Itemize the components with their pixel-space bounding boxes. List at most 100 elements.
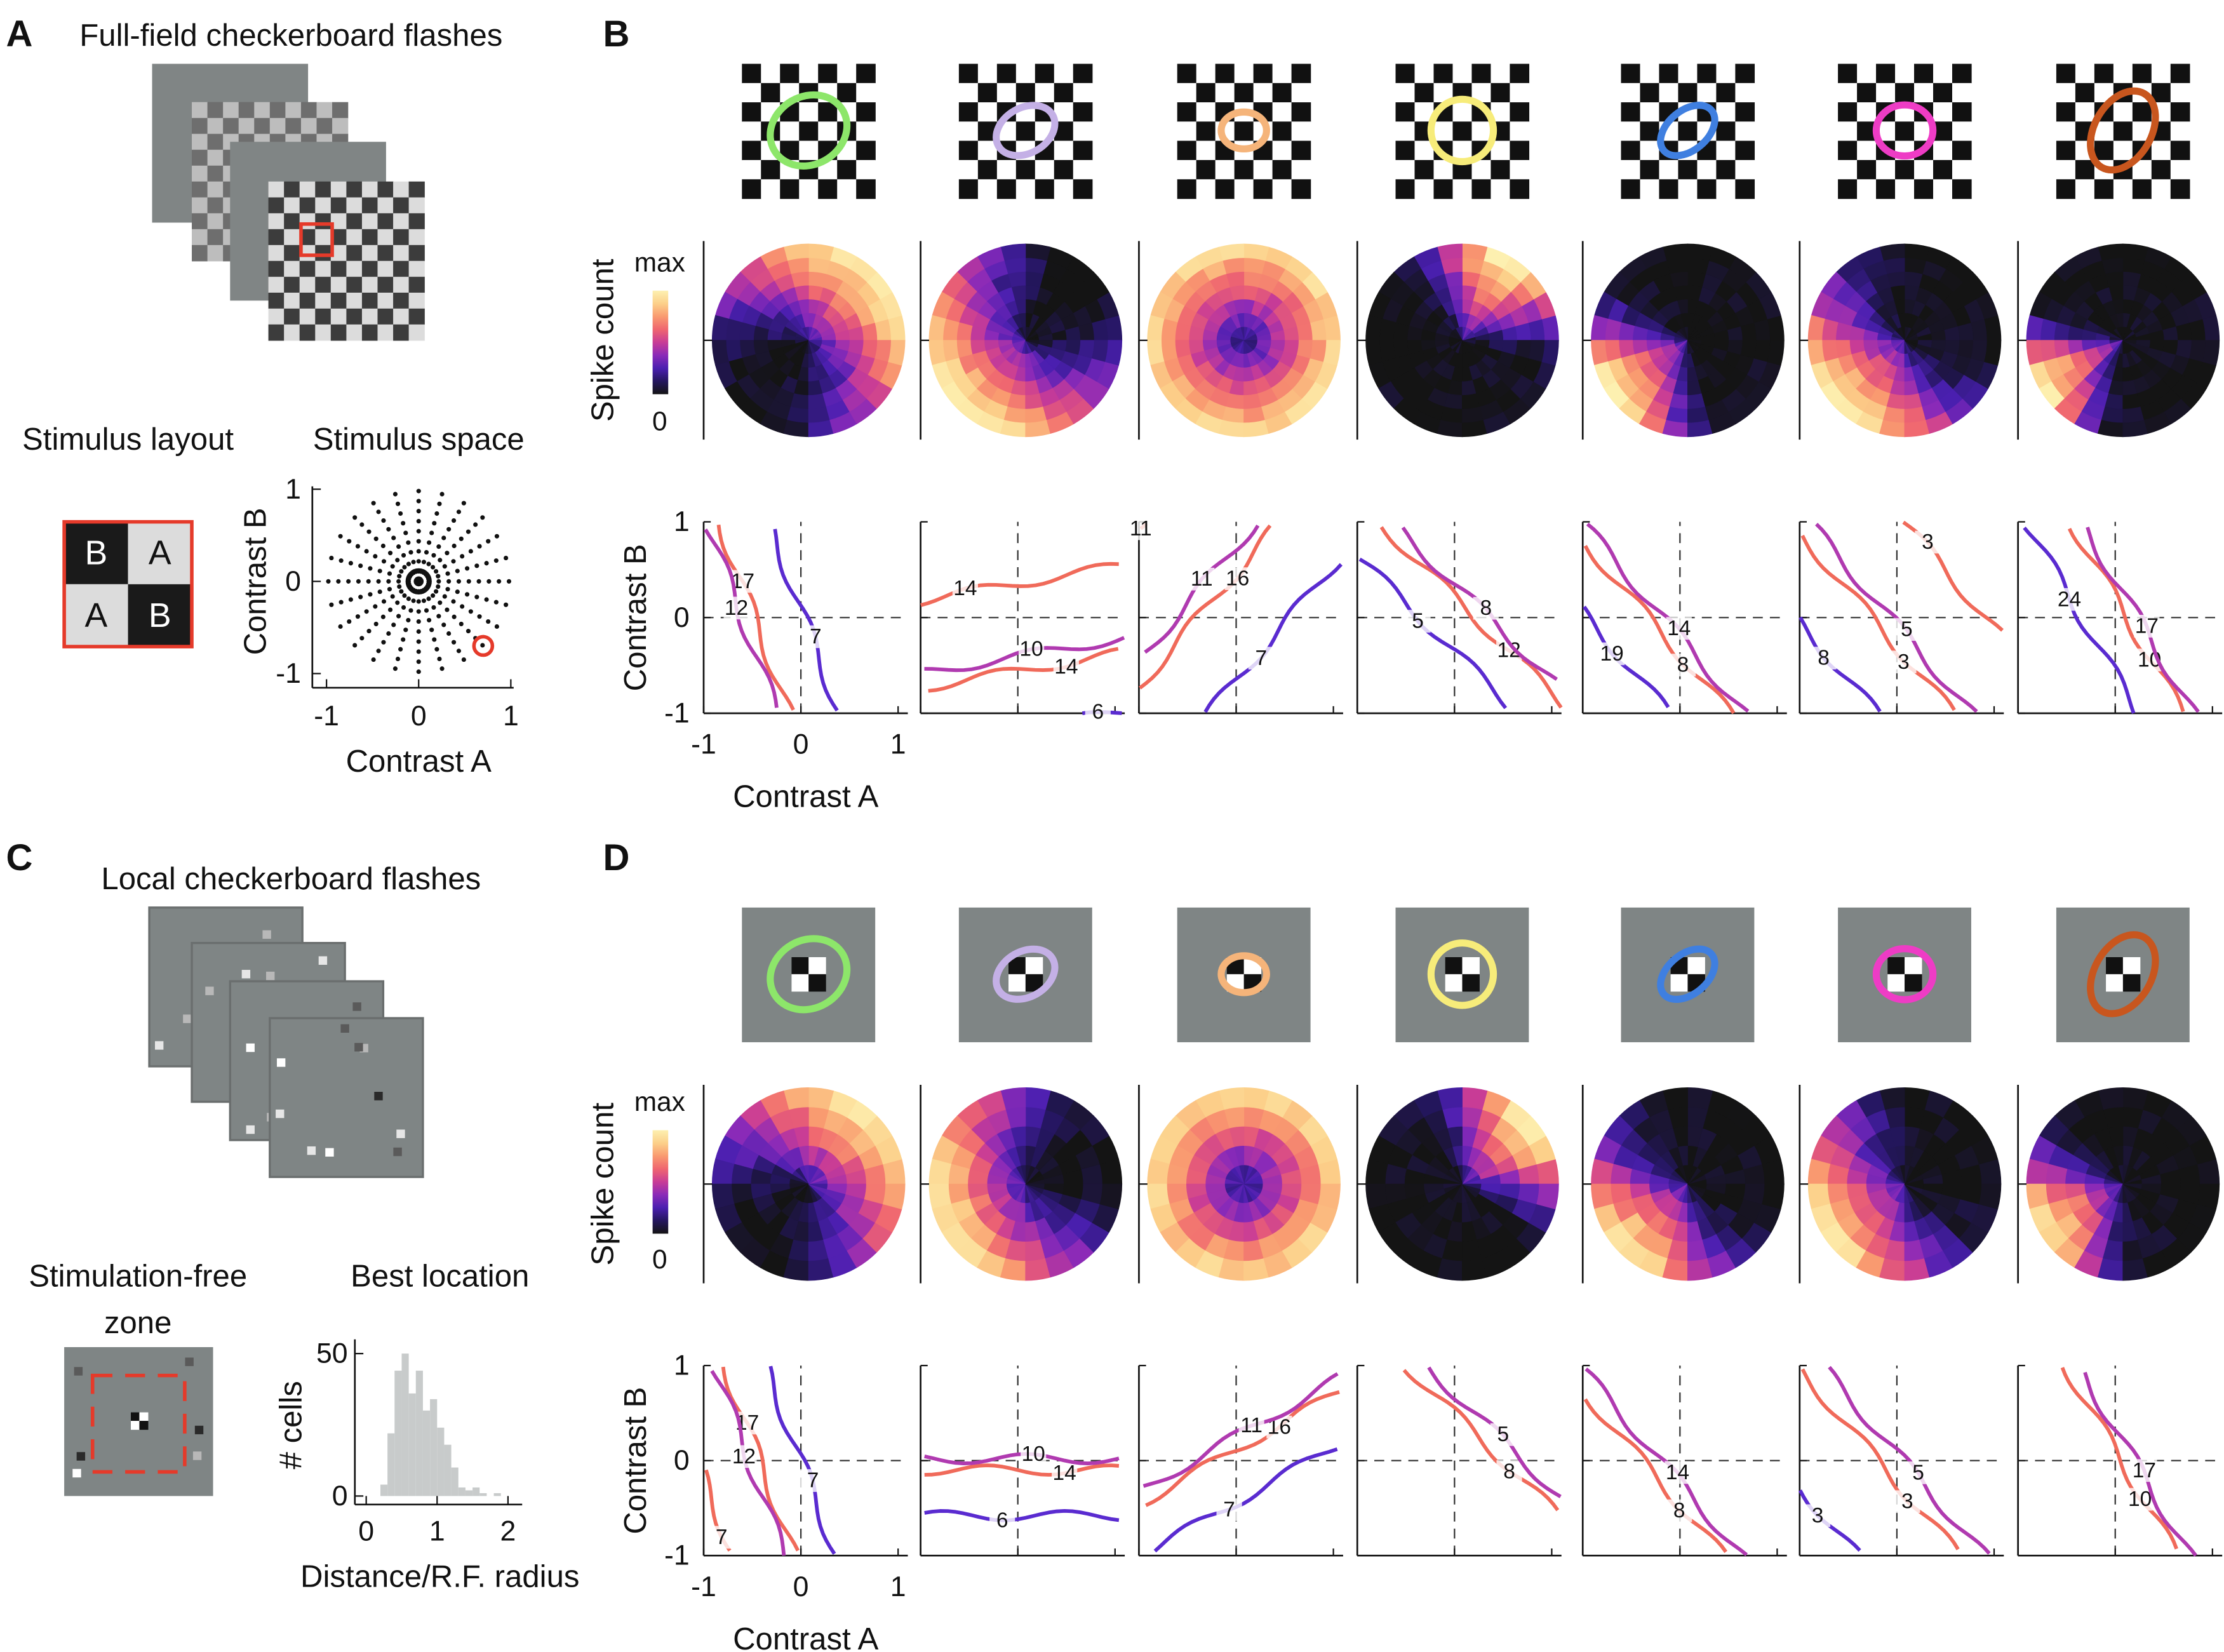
contour-label: 14 bbox=[1053, 1461, 1076, 1485]
stimulus-dot bbox=[390, 594, 395, 599]
heatmap-cell bbox=[2053, 322, 2070, 341]
checker-square bbox=[1015, 121, 1036, 142]
stimulus-dot bbox=[451, 599, 456, 604]
stimulus-dot bbox=[376, 579, 381, 584]
receptive-field bbox=[1427, 95, 1497, 166]
contour-label: 10 bbox=[1022, 1442, 1045, 1466]
contour-label: 8 bbox=[1480, 596, 1492, 620]
checker-square bbox=[1640, 64, 1660, 84]
panel-label: D bbox=[603, 837, 629, 878]
heatmap-cell bbox=[1003, 406, 1026, 424]
heatmap-cell bbox=[1243, 257, 1266, 274]
checker-square bbox=[1196, 140, 1216, 161]
checker-square bbox=[1253, 179, 1273, 199]
checker-square bbox=[958, 159, 979, 180]
stimulus-pixel bbox=[396, 1129, 405, 1138]
checker-square bbox=[996, 159, 1017, 180]
contour-label-bg bbox=[731, 1445, 757, 1468]
checker-square bbox=[377, 292, 394, 309]
stimulus-dot bbox=[366, 629, 372, 634]
checker-square bbox=[1073, 140, 1093, 161]
stimulus-pixel bbox=[374, 1092, 383, 1101]
checker-square bbox=[207, 245, 224, 262]
checker-square bbox=[2132, 102, 2152, 123]
histogram-bar bbox=[444, 1444, 452, 1496]
histogram-bar bbox=[458, 1487, 466, 1496]
checker-square bbox=[1640, 121, 1660, 142]
contour-label: 6 bbox=[1092, 700, 1104, 723]
heatmap-cell bbox=[1666, 406, 1688, 424]
heatmap-cell bbox=[2101, 406, 2124, 424]
y-tick-label: -1 bbox=[664, 698, 690, 729]
stimulus-dot bbox=[391, 535, 396, 541]
stimulus-dot bbox=[392, 492, 398, 497]
checker-square bbox=[2075, 83, 2095, 103]
heatmap-cell bbox=[1879, 419, 1905, 438]
checker-square bbox=[1445, 957, 1463, 975]
heatmap-cell bbox=[888, 340, 906, 366]
contour-line bbox=[2060, 1367, 2178, 1550]
layout-cell bbox=[128, 521, 192, 584]
checker-square bbox=[977, 159, 998, 180]
checker-square bbox=[192, 149, 208, 166]
checker-square bbox=[1678, 179, 1698, 199]
checker-square bbox=[1876, 159, 1896, 180]
heatmap-cell bbox=[956, 322, 973, 341]
checker-square bbox=[299, 260, 316, 278]
checker-square bbox=[1015, 83, 1036, 103]
stimulus-dot bbox=[451, 518, 457, 523]
heatmap-cell bbox=[1767, 314, 1785, 341]
heatmap-cell bbox=[1025, 243, 1051, 261]
stimulus-dot bbox=[411, 598, 416, 603]
checker-square bbox=[1177, 64, 1197, 84]
contour-label: 17 bbox=[2133, 1459, 2156, 1482]
checker-square bbox=[408, 260, 425, 278]
checker-square bbox=[284, 197, 300, 214]
layout-border bbox=[62, 520, 194, 648]
heatmap-cell bbox=[1835, 322, 1852, 341]
checker-square bbox=[268, 324, 285, 341]
stimulus-dot bbox=[347, 539, 352, 544]
checker-square bbox=[1887, 974, 1905, 992]
contour-label-bg bbox=[1216, 1498, 1242, 1521]
histogram-bar bbox=[408, 1393, 416, 1496]
checker-square bbox=[2056, 121, 2076, 142]
stimulus-pixel bbox=[354, 1043, 363, 1052]
checker-square bbox=[284, 260, 300, 278]
checker-square bbox=[2056, 179, 2076, 199]
checker-square bbox=[958, 121, 979, 142]
axis-label: Contrast A bbox=[733, 780, 879, 814]
contour-label-bg bbox=[1021, 1442, 1047, 1466]
heatmap-cell bbox=[1161, 318, 1178, 341]
checker-square bbox=[1510, 179, 1530, 199]
stimulus-dot bbox=[451, 640, 457, 645]
checker-square bbox=[1697, 159, 1717, 180]
checker-square bbox=[361, 308, 378, 325]
stimulus-dot bbox=[466, 579, 471, 584]
stimulus-dot bbox=[387, 571, 392, 576]
checker-square bbox=[223, 118, 239, 135]
stimulus-dot bbox=[461, 500, 466, 506]
checker-square bbox=[1735, 140, 1755, 161]
stimulus-dot bbox=[396, 614, 401, 619]
axis-label: Spike count bbox=[586, 1103, 620, 1266]
checker-square bbox=[1234, 121, 1254, 142]
histogram-bar bbox=[493, 1493, 501, 1496]
checker-square bbox=[393, 292, 410, 309]
checker-square bbox=[1510, 83, 1530, 103]
layout-cell-label: B bbox=[149, 596, 171, 635]
stimulus-dot bbox=[446, 579, 452, 584]
layout-cell-label: B bbox=[84, 534, 107, 572]
checker-square bbox=[346, 260, 363, 278]
checker-square bbox=[2113, 64, 2133, 84]
y-tick-label: 0 bbox=[674, 602, 690, 633]
checker-square bbox=[1015, 159, 1036, 180]
stimulus-dot bbox=[426, 596, 431, 601]
stimulus-dot bbox=[439, 492, 445, 497]
checker-square bbox=[1272, 102, 1292, 123]
checker-square bbox=[1291, 83, 1311, 103]
free-zone bbox=[90, 1373, 187, 1474]
checker-square bbox=[315, 213, 332, 230]
checker-square bbox=[1395, 121, 1416, 142]
stimulus-dot bbox=[494, 534, 499, 539]
